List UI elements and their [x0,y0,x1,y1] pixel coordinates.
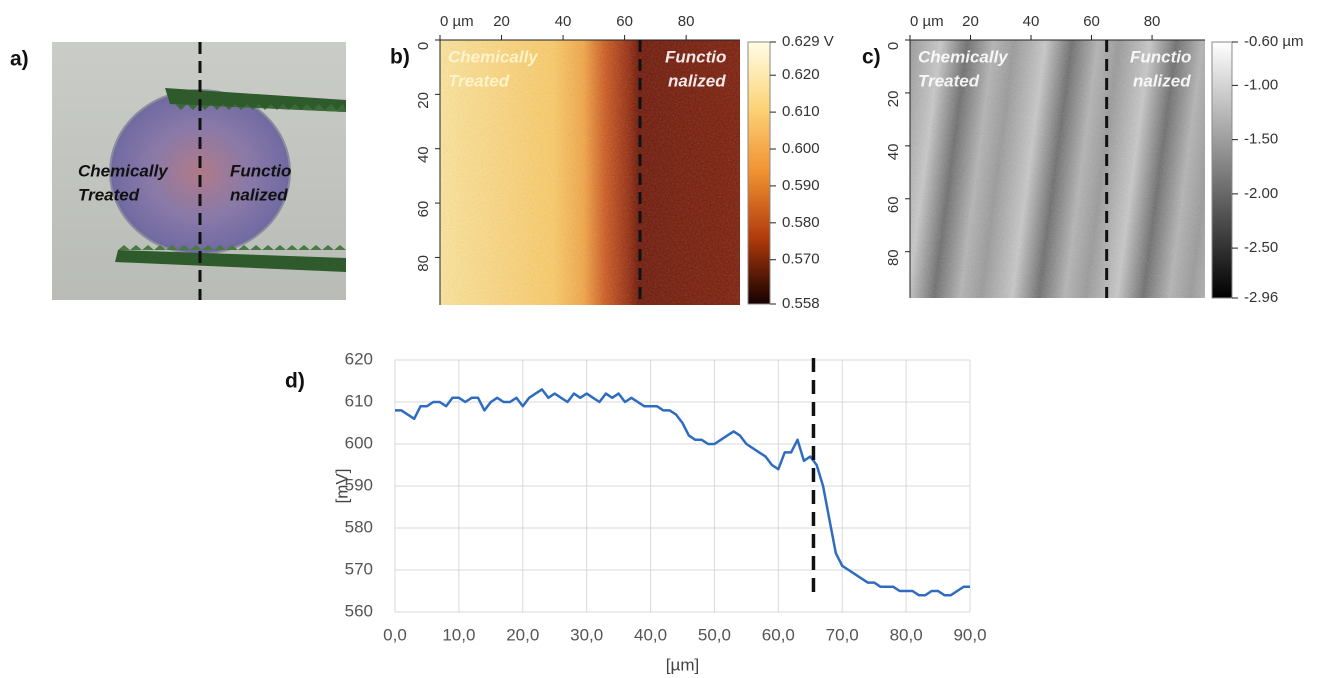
x-axis-title: [µm] [666,655,699,674]
y-tick-label: 600 [345,433,373,452]
x-tick-label: 60,0 [762,625,795,644]
x-tick-label: 10,0 [442,625,475,644]
panel-label: c) [862,46,881,69]
x-tick-label: 70,0 [826,625,859,644]
x-tick-label: 80 [678,13,695,30]
y-tick-label: 590 [345,475,373,494]
y-tick-label: 80 [885,249,902,266]
panel-label: a) [10,48,29,71]
y-tick-label: 20 [885,91,902,108]
y-tick-label: 20 [415,92,432,109]
x-tick-label: 40,0 [634,625,667,644]
x-tick-label: 20 [493,13,510,30]
y-tick-label: 0 [415,42,432,50]
colorbar-tick-label: -2.00 [1244,185,1278,202]
x-tick-label: 20 [962,13,979,30]
tweezer-bottom [115,250,346,272]
colorbar-tick-label: -2.96 [1244,289,1278,306]
y-tick-label: 610 [345,391,373,410]
x-tick-label: 80,0 [890,625,923,644]
y-tick-label: 80 [415,255,432,272]
y-tick-label: 40 [415,146,432,163]
y-tick-label: 40 [885,144,902,161]
region-label: Treated [448,71,510,90]
region-label: Functio [1130,47,1191,66]
colorbar-tick-label: 0.600 [782,140,820,157]
x-tick-label: 30,0 [570,625,603,644]
colorbar-tick-label: 0.570 [782,251,820,268]
colorbar-tick-label: 0.610 [782,103,820,120]
x-tick-label: 0,0 [383,625,407,644]
x-tick-label: 0 µm [910,13,944,30]
colorbar-tick-label: 0.629 V [782,33,834,50]
region-label: Treated [78,185,140,204]
data-line [395,388,970,597]
y-tick-label: 580 [345,517,373,536]
colorbar-tick-label: 0.580 [782,214,820,231]
region-label: Functio [665,47,726,66]
colorbar-tick-label: 0.558 [782,295,820,312]
x-tick-label: 0 µm [440,13,474,30]
x-tick-label: 90,0 [953,625,986,644]
y-tick-label: 570 [345,559,373,578]
colorbar-tick-label: -2.50 [1244,239,1278,256]
region-label: Chemically [918,47,1009,66]
colorbar-tick-label: -0.60 µm [1244,33,1304,50]
x-tick-label: 60 [616,13,633,30]
map-texture [910,40,1205,298]
tweezer-top [165,88,346,112]
colorbar-tick-label: -1.50 [1244,131,1278,148]
panel-label: b) [390,46,410,69]
region-label: nalized [668,71,726,90]
region-label: nalized [230,185,288,204]
colorbar [747,41,771,305]
colorbar-tick-label: 0.590 [782,177,820,194]
y-tick-label: 60 [885,196,902,213]
y-tick-label: 60 [415,201,432,218]
region-label: Treated [918,71,980,90]
colorbar [1211,41,1233,299]
tweezer-teeth [118,245,346,250]
region-label: Chemically [78,161,169,180]
colorbar-tick-label: -1.00 [1244,76,1278,93]
x-tick-label: 20,0 [506,625,539,644]
y-tick-label: 0 [885,42,902,50]
colorbar-tick-label: 0.620 [782,66,820,83]
x-tick-label: 60 [1083,13,1100,30]
y-tick-label: 560 [345,601,373,620]
region-label: nalized [1133,71,1191,90]
y-tick-label: 620 [345,349,373,368]
map-texture [440,40,740,305]
x-tick-label: 40 [555,13,572,30]
tweezer-teeth [175,104,346,112]
region-label: Functio [230,161,291,180]
x-tick-label: 40 [1023,13,1040,30]
y-axis-title: [mV] [332,469,351,504]
region-label: Chemically [448,47,539,66]
x-tick-label: 50,0 [698,625,731,644]
panel-label: d) [285,370,305,393]
photo-panel [52,42,346,300]
x-tick-label: 80 [1144,13,1161,30]
